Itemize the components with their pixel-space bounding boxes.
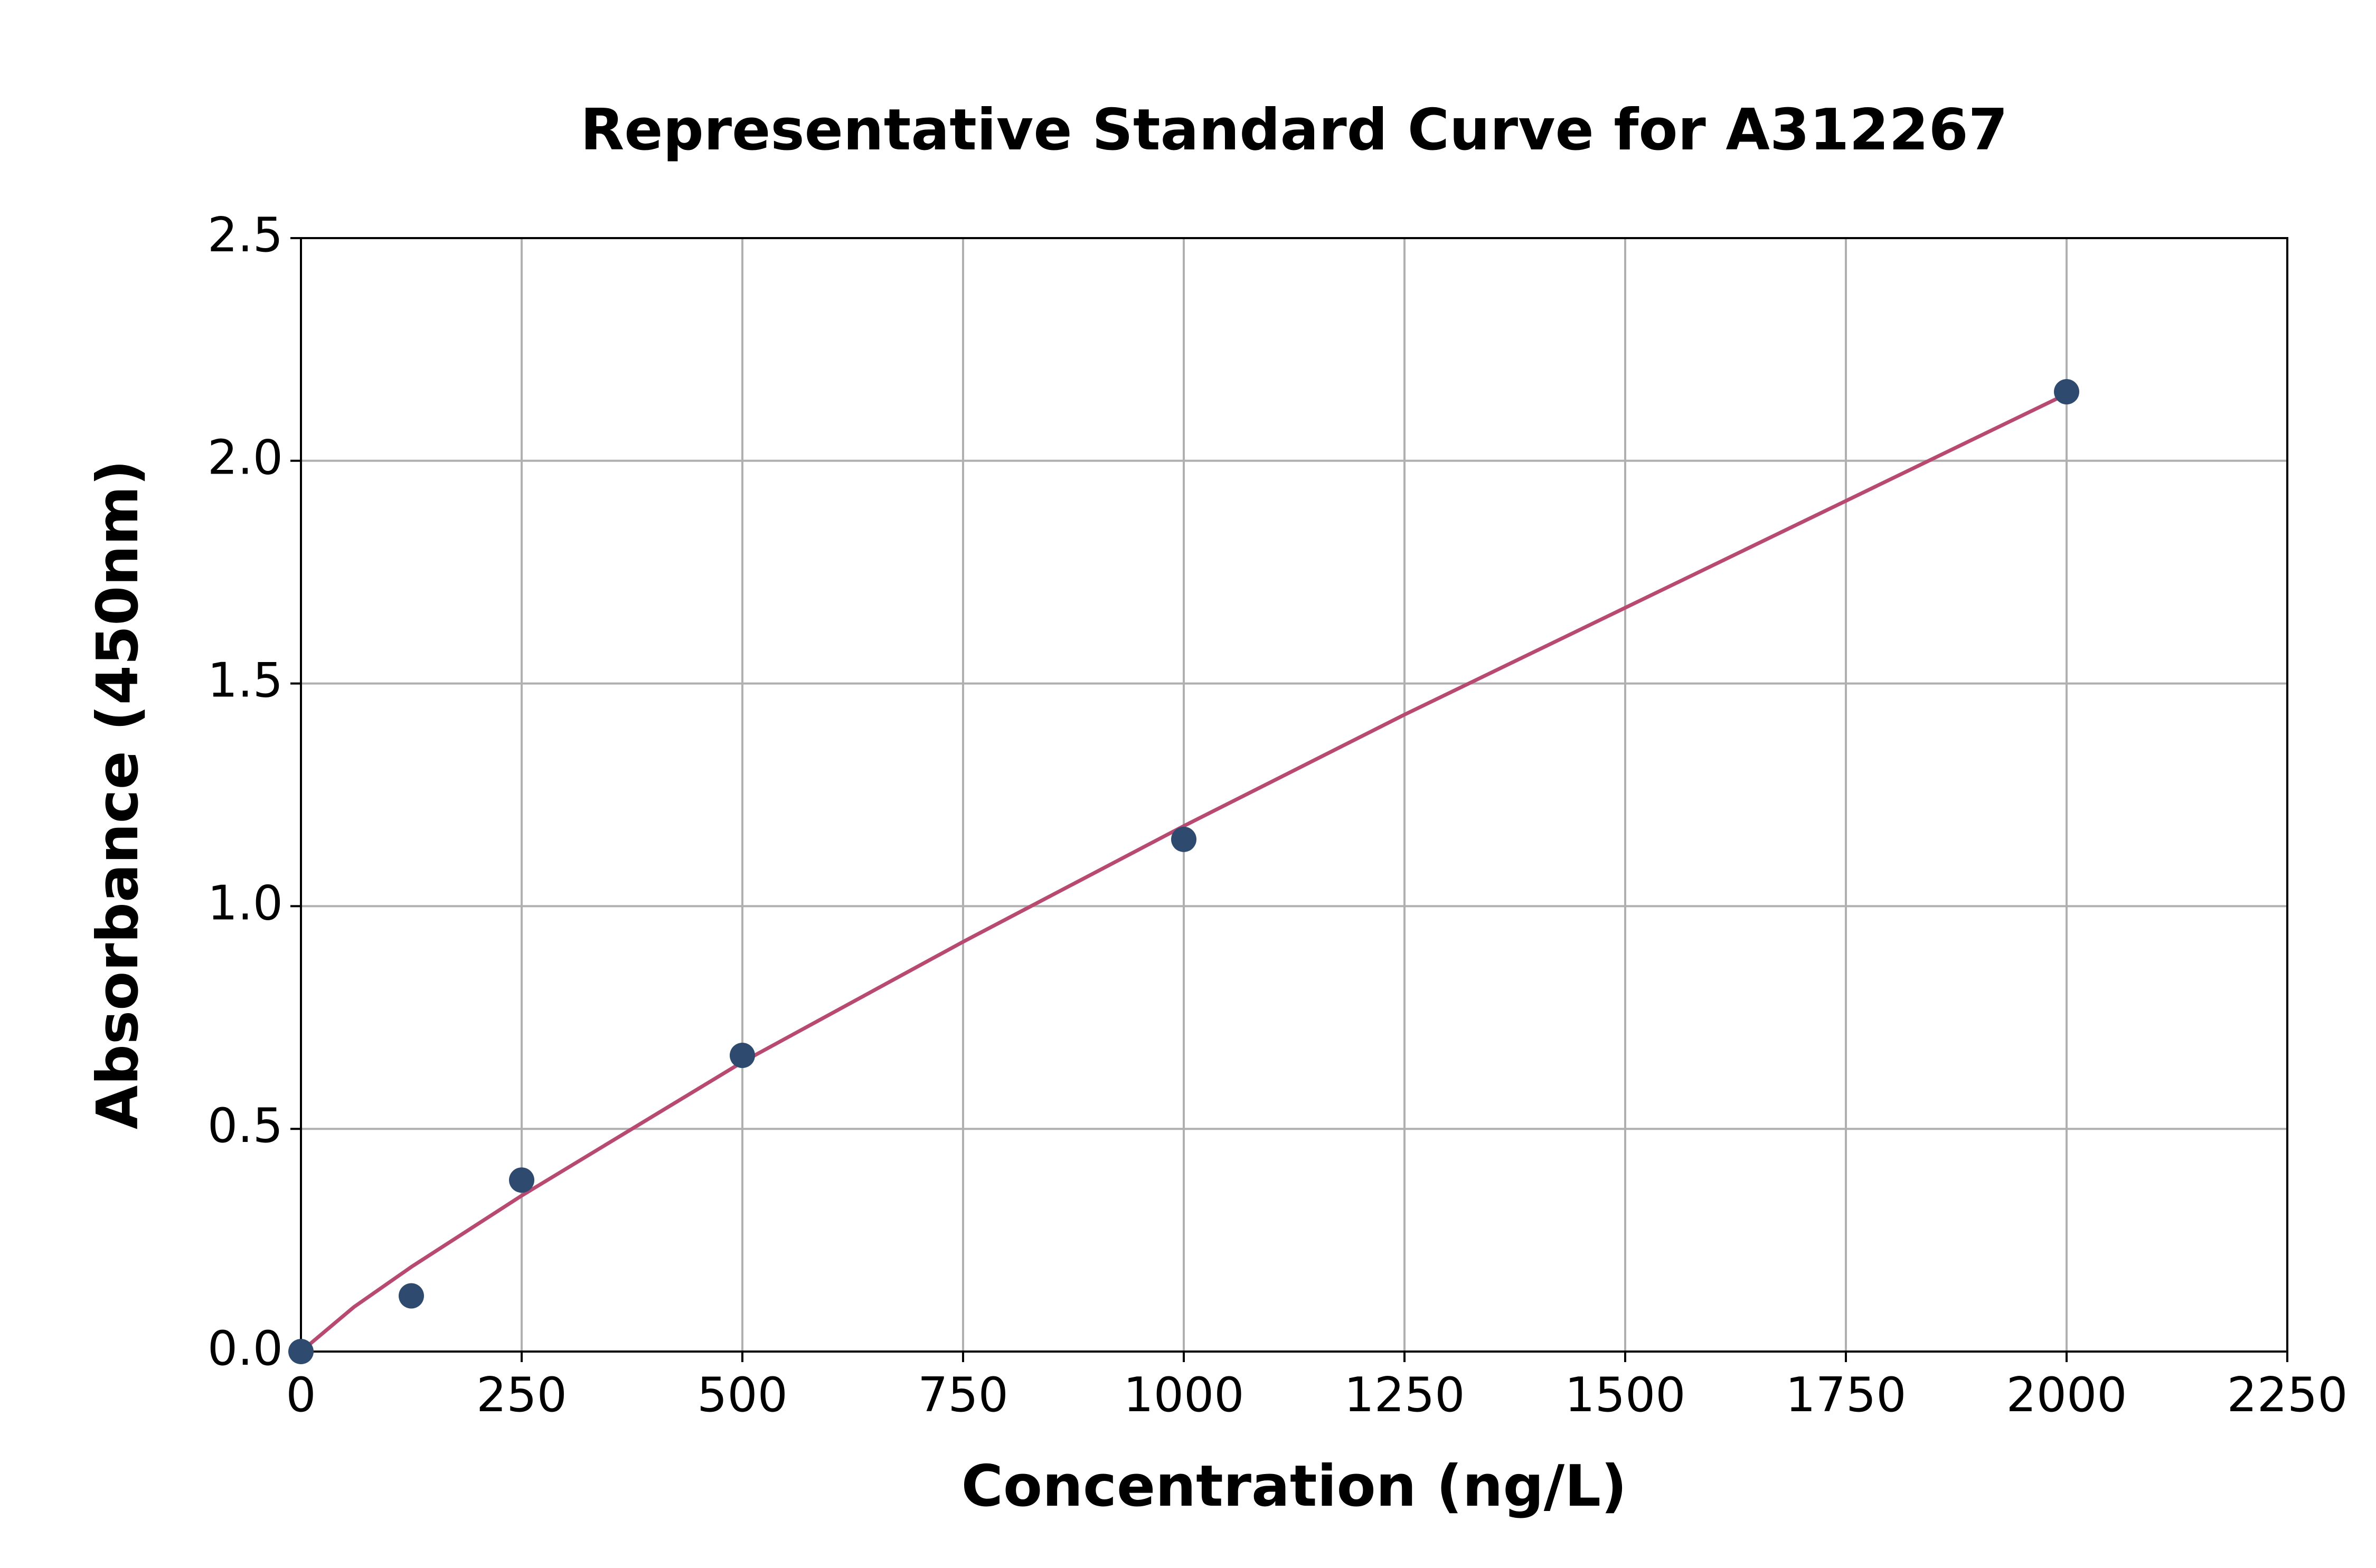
data-point [509, 1167, 534, 1193]
x-axis-label: Concentration (ng/L) [961, 1453, 1627, 1519]
x-tick-label: 1500 [1564, 1367, 1685, 1423]
x-tick-label: 500 [697, 1367, 788, 1423]
x-tick-label: 1750 [1785, 1367, 1906, 1423]
data-point [288, 1339, 314, 1364]
y-tick-label: 2.5 [208, 207, 283, 263]
x-tick-label: 0 [286, 1367, 316, 1423]
x-tick-label: 250 [476, 1367, 567, 1423]
data-point [1171, 826, 1196, 852]
x-tick-label: 1250 [1344, 1367, 1465, 1423]
y-tick-label: 1.0 [208, 875, 283, 931]
y-tick-label: 0.5 [208, 1098, 283, 1154]
data-point [2054, 379, 2079, 405]
x-tick-label: 2250 [2227, 1367, 2347, 1423]
y-tick-label: 0.0 [208, 1321, 283, 1376]
chart-title: Representative Standard Curve for A31226… [580, 97, 2008, 163]
y-tick-label: 2.0 [208, 430, 283, 486]
data-point [730, 1043, 755, 1069]
plot-frame [300, 237, 2288, 1353]
fit-curve [299, 392, 2068, 1353]
x-tick-label: 1000 [1123, 1367, 1244, 1423]
y-axis-label: Absorbance (450nm) [85, 460, 151, 1129]
x-tick-label: 750 [918, 1367, 1008, 1423]
data-point [399, 1283, 424, 1309]
x-tick-label: 2000 [2006, 1367, 2127, 1423]
y-tick-label: 1.5 [208, 653, 283, 708]
